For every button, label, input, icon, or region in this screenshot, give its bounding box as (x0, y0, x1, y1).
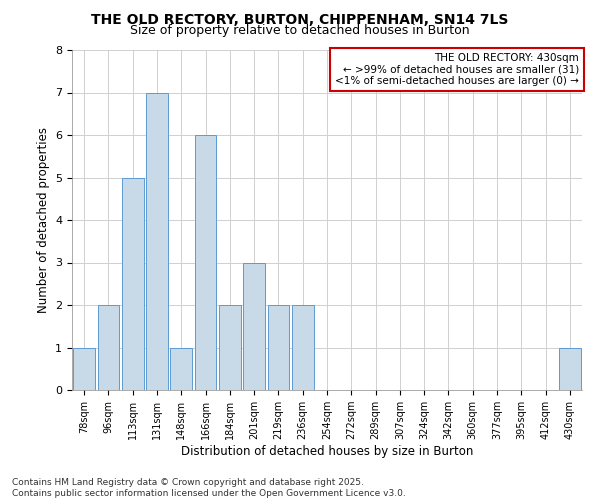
Bar (170, 348, 192, 390)
Text: THE OLD RECTORY, BURTON, CHIPPENHAM, SN14 7LS: THE OLD RECTORY, BURTON, CHIPPENHAM, SN1… (91, 12, 509, 26)
Bar (122, 178, 143, 390)
X-axis label: Distribution of detached houses by size in Burton: Distribution of detached houses by size … (181, 445, 473, 458)
Bar (559, 348, 581, 390)
Text: Size of property relative to detached houses in Burton: Size of property relative to detached ho… (130, 24, 470, 37)
Bar (219, 305, 241, 390)
Bar (146, 92, 168, 390)
Bar (97, 305, 119, 390)
Text: Contains HM Land Registry data © Crown copyright and database right 2025.
Contai: Contains HM Land Registry data © Crown c… (12, 478, 406, 498)
Bar (194, 135, 217, 390)
Bar (292, 305, 314, 390)
Bar (73, 348, 95, 390)
Bar (243, 262, 265, 390)
Bar (268, 305, 289, 390)
Y-axis label: Number of detached properties: Number of detached properties (37, 127, 50, 313)
Text: THE OLD RECTORY: 430sqm
← >99% of detached houses are smaller (31)
<1% of semi-d: THE OLD RECTORY: 430sqm ← >99% of detach… (335, 53, 579, 86)
